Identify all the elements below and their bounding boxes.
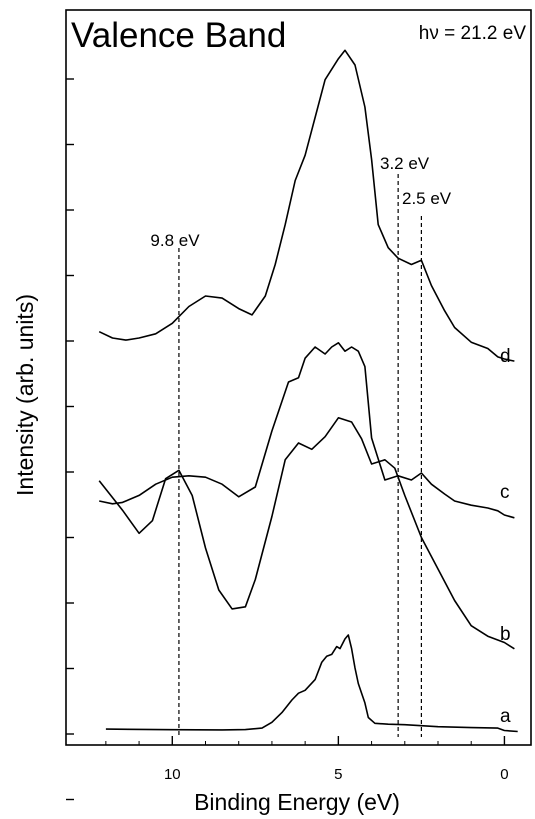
marker-label: 9.8 eV [150, 231, 200, 250]
curve-label-a: a [500, 706, 511, 727]
chart-title: Valence Band [71, 16, 286, 55]
curve-label-c: c [500, 482, 510, 503]
spectrum-curve-c [99, 342, 515, 519]
y-axis-ticks [66, 78, 74, 801]
spectrum-curve-a [105, 634, 518, 733]
spectrum-series: a b c d [98, 49, 518, 733]
y-axis-label: Intensity (arb. units) [12, 294, 38, 496]
photon-energy-annotation: hν = 21.2 eV [419, 23, 527, 44]
energy-marker-lines: 9.8 eV 3.2 eV 2.5 eV [150, 154, 452, 737]
curve-label-d: d [500, 346, 511, 367]
x-tick-label: 0 [500, 766, 508, 783]
curve-label-b: b [500, 624, 511, 645]
x-tick-label: 5 [334, 766, 342, 783]
spectrum-curve-d [98, 49, 515, 362]
x-axis-ticks: 10 5 0 [105, 736, 509, 783]
x-tick-label: 10 [164, 766, 181, 783]
spectrum-curve-b [98, 417, 515, 650]
plot-frame [65, 9, 532, 746]
x-axis-label: Binding Energy (eV) [194, 789, 400, 815]
marker-label: 3.2 eV [380, 154, 430, 173]
marker-label: 2.5 eV [402, 189, 452, 208]
